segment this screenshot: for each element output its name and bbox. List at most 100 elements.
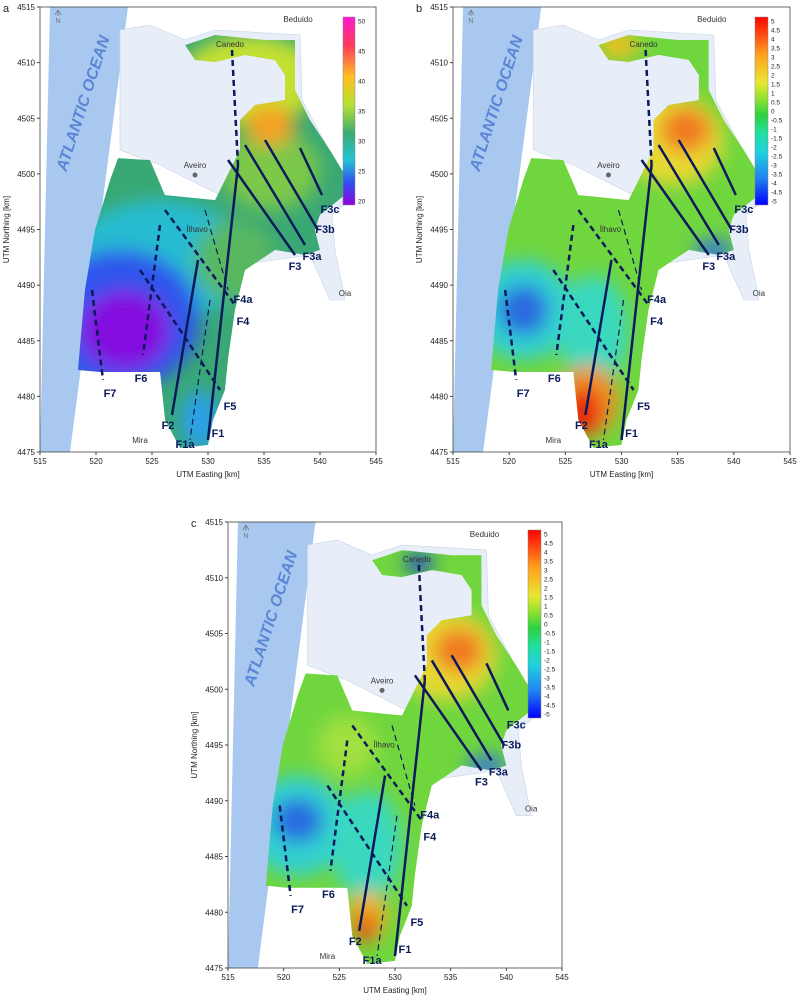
colorbar-tick-label: 2	[771, 73, 775, 80]
fault-label: F1	[212, 428, 225, 440]
y-axis-title: UTM Northing [km]	[2, 196, 11, 263]
x-tick-label: 520	[502, 457, 516, 466]
colorbar-tick-label: 3.5	[544, 559, 553, 566]
colorbar-tick-label: 3	[544, 568, 548, 575]
y-tick-label: 4515	[17, 3, 35, 12]
colorbar-tick-label: 4	[771, 37, 775, 44]
fault-solid	[413, 674, 483, 772]
place-label: Oia	[339, 289, 352, 298]
y-tick-label: 4490	[205, 797, 223, 806]
fault-label: F1	[625, 428, 638, 440]
x-tick-label: 515	[221, 973, 235, 982]
colorbar-tick-label: 4	[544, 550, 548, 557]
fault-solid	[485, 662, 510, 711]
fault-label: F4	[423, 832, 437, 844]
y-tick-label: 4480	[17, 392, 35, 401]
x-tick-label: 535	[444, 973, 458, 982]
north-label: N	[55, 18, 60, 25]
fault-solid	[226, 159, 297, 256]
fault-solid	[712, 147, 737, 196]
anomaly	[180, 390, 220, 448]
colorbar-tick-label: 2	[544, 586, 548, 593]
colorbar	[527, 529, 542, 719]
fault-label: F3b	[315, 224, 335, 236]
colorbar-tick-label: 30	[358, 139, 366, 146]
y-tick-label: 4475	[430, 448, 448, 457]
colorbar-tick-label: -5	[544, 712, 550, 719]
x-tick-label: 540	[727, 457, 741, 466]
colorbar-tick-label: 2.5	[771, 64, 780, 71]
x-tick-label: 530	[388, 973, 402, 982]
anomaly	[404, 554, 433, 573]
colorbar-tick-label: 5	[771, 19, 775, 26]
x-tick-label: 515	[33, 457, 47, 466]
x-tick-label: 525	[145, 457, 159, 466]
y-tick-label: 4500	[205, 685, 223, 694]
ocean	[228, 522, 316, 968]
fault-label: F6	[548, 373, 561, 385]
colorbar-tick-label: -3.5	[544, 685, 556, 692]
colorbar-tick-label: -4.5	[544, 703, 556, 710]
colorbar-tick-label: -3	[544, 676, 550, 683]
colorbar-tick-label: -3	[771, 163, 777, 170]
colorbar-tick-label: -2	[771, 145, 777, 152]
colorbar-tick-label: -0.5	[544, 631, 556, 638]
place-label: Aveiro	[184, 161, 207, 170]
fault-solid	[430, 659, 493, 762]
fault-label: F4a	[420, 810, 440, 822]
place-label: Beduido	[283, 15, 313, 24]
x-tick-label: 535	[257, 457, 271, 466]
colorbar-tick-label: 50	[358, 19, 366, 26]
y-axis-title: UTM Northing [km]	[415, 196, 424, 263]
place-label: Beduido	[697, 15, 727, 24]
fault-label: F3b	[502, 740, 522, 752]
map-panel: 515 520 525 530 535 540 545 4475 4480 4485 4490 449…	[2, 3, 383, 479]
y-tick-label: 4510	[17, 59, 35, 68]
fault-label: F7	[517, 388, 530, 400]
x-tick-label: 525	[333, 973, 347, 982]
colorbar-tick-label: -0.5	[771, 118, 783, 125]
north-arrow	[242, 524, 250, 532]
fault-dashed	[138, 269, 222, 391]
colorbar-tick-label: -4	[544, 694, 550, 701]
panel-label: c	[191, 518, 197, 530]
anomaly	[433, 628, 484, 673]
town-marker	[192, 172, 198, 178]
fault-dashed	[278, 805, 292, 896]
panel-label: a	[3, 3, 10, 15]
y-tick-label: 4485	[17, 337, 35, 346]
y-tick-label: 4505	[17, 114, 35, 123]
fault-dashed	[555, 224, 575, 356]
x-tick-label: 520	[277, 973, 291, 982]
north-arrow	[54, 9, 62, 16]
y-axis-title: UTM Northing [km]	[190, 711, 199, 778]
fault-label: F2	[349, 936, 362, 948]
place-label: Oia	[525, 805, 538, 814]
fault-dashed	[141, 224, 162, 356]
fault-label: F4	[650, 316, 664, 328]
y-tick-label: 4485	[205, 853, 223, 862]
fault-label: F3	[289, 261, 302, 273]
fault-label: F6	[322, 889, 335, 901]
y-tick-label: 4510	[205, 574, 223, 583]
y-tick-label: 4480	[205, 908, 223, 917]
fault-dashed	[376, 815, 398, 957]
north-label: N	[243, 533, 248, 540]
fault-label: F6	[135, 373, 148, 385]
town-marker	[605, 172, 611, 178]
place-label: Beduido	[470, 530, 500, 539]
fault-dashed	[90, 289, 105, 381]
colorbar-tick-label: 1.5	[771, 82, 780, 89]
anomaly	[80, 290, 170, 370]
x-tick-label: 525	[559, 457, 573, 466]
colorbar-tick-label: 0	[544, 622, 548, 629]
place-label: Ílhavo	[600, 225, 622, 234]
colorbar-tick-label: 40	[358, 79, 366, 86]
ocean	[453, 7, 542, 452]
fault-solid	[206, 164, 240, 441]
fault-label: F1	[399, 944, 412, 956]
colorbar-tick-label: -2.5	[544, 667, 556, 674]
fault-dashed	[204, 209, 229, 291]
colorbar-tick-label: 0	[771, 109, 775, 116]
anomaly	[272, 798, 323, 843]
